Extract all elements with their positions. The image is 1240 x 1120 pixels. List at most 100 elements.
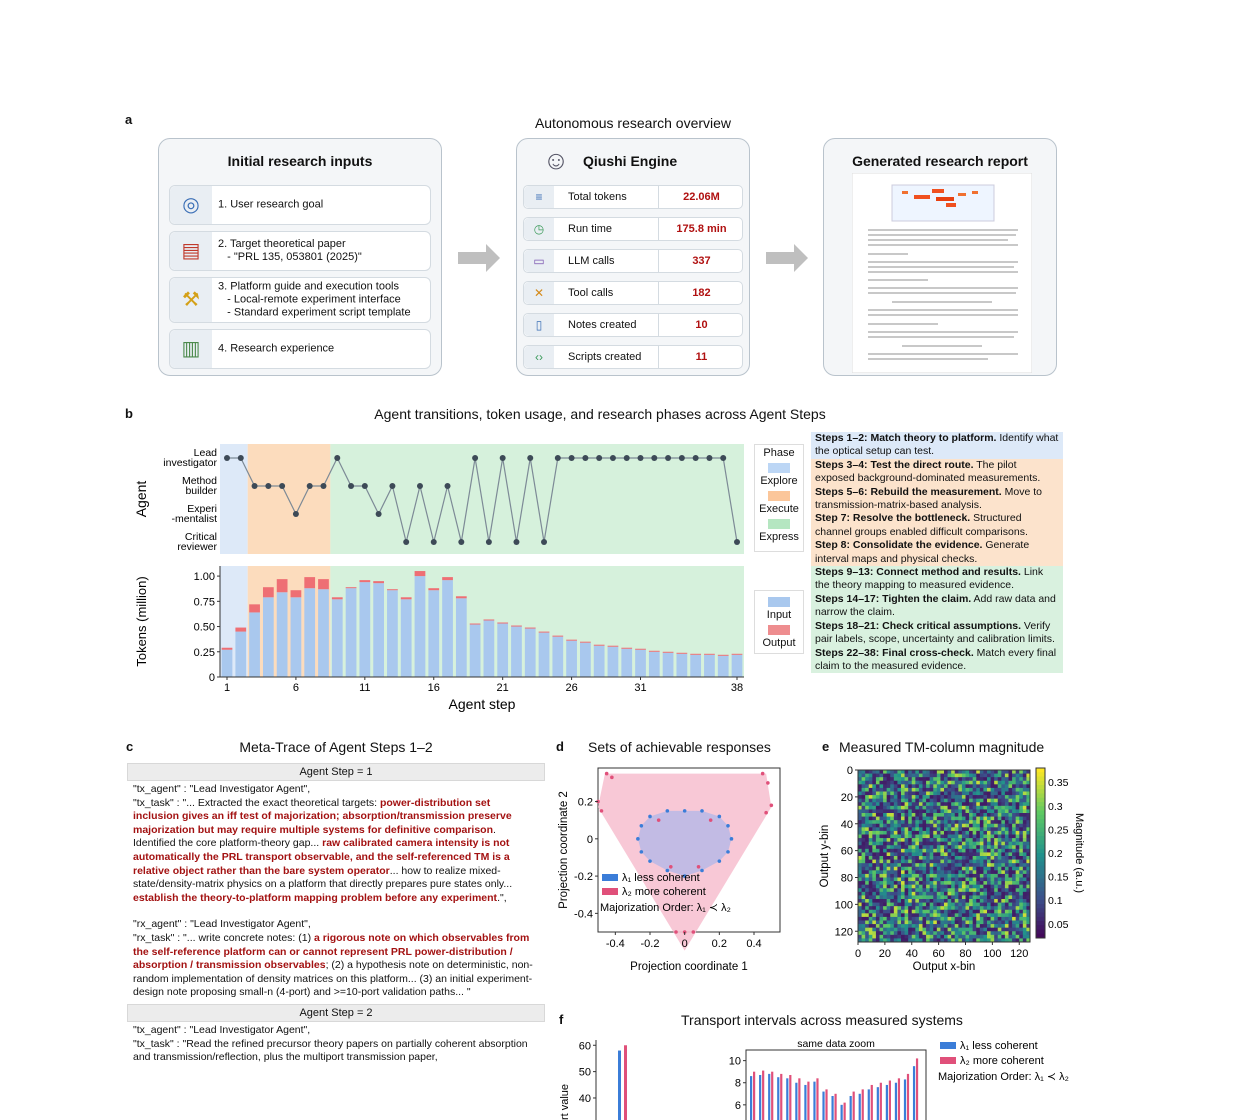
heatmap-cell (1008, 780, 1013, 785)
heatmap-cell (1015, 927, 1020, 932)
heatmap-cell (997, 927, 1002, 932)
heatmap-cell (1008, 784, 1013, 789)
heatmap-cell (872, 773, 877, 778)
heatmap-cell (858, 870, 862, 875)
data-point-more-coherent (604, 771, 609, 776)
heatmap-cell (1026, 859, 1031, 864)
heatmap-cell (983, 924, 988, 929)
heatmap-cell (897, 924, 902, 929)
heatmap-cell (979, 820, 984, 825)
heatmap-cell (904, 913, 909, 918)
heatmap-cell (908, 852, 913, 857)
agent-point (403, 539, 410, 545)
heatmap-cell (922, 920, 927, 925)
heatmap-cell (961, 780, 966, 785)
heatmap-cell (1012, 852, 1017, 857)
heatmap-cell (936, 809, 941, 814)
heatmap-cell (954, 838, 959, 843)
inset-bar-more-coherent (915, 1058, 919, 1120)
heatmap-cell (879, 899, 884, 903)
heatmap-cell (1001, 827, 1006, 832)
agent-point (224, 455, 230, 461)
heatmap-cell (954, 845, 959, 850)
heatmap-cell (1004, 773, 1009, 778)
heatmap-cell (954, 909, 959, 914)
heatmap-cell (983, 805, 988, 810)
heatmap-cell (915, 856, 920, 860)
heatmap-cell (947, 888, 952, 893)
output-token-bar (359, 580, 371, 583)
heatmap-cell (908, 805, 913, 810)
heatmap-cell (872, 823, 877, 828)
heatmap-cell (972, 916, 977, 921)
heatmap-cell (997, 863, 1002, 868)
heatmap-cell (965, 863, 970, 868)
heatmap-cell (1008, 856, 1013, 860)
heatmap-cell (972, 770, 977, 774)
heatmap-cell (890, 791, 895, 796)
metric-value: 182 (658, 282, 744, 304)
heatmap-cell (1019, 820, 1024, 825)
heatmap-cell (933, 813, 938, 817)
heatmap-cell (969, 931, 974, 936)
heatmap-cell (904, 798, 909, 803)
heatmap-cell (908, 938, 913, 943)
heatmap-cell (969, 913, 974, 918)
heatmap-cell (990, 924, 995, 929)
input-token-bar (676, 653, 688, 677)
heatmap-cell (929, 784, 934, 789)
heatmap-cell (954, 866, 959, 871)
heatmap-cell (944, 863, 948, 868)
heatmap-cell (890, 816, 895, 821)
heatmap-cell (918, 938, 923, 943)
heatmap-cell (893, 827, 898, 832)
heatmap-cell (965, 888, 970, 893)
heatmap-cell (987, 770, 991, 774)
heatmap-cell (979, 920, 984, 925)
input-token-bar (607, 646, 619, 677)
heatmap-cell (947, 934, 952, 939)
heatmap-cell (1022, 938, 1027, 943)
heatmap-cell (958, 791, 963, 796)
heatmap-cell (936, 891, 941, 896)
heatmap-cell (987, 834, 991, 839)
heatmap-cell (969, 798, 974, 803)
heatmap-cell (915, 934, 920, 939)
heatmap-cell (879, 891, 884, 896)
heatmap-cell (1004, 884, 1009, 889)
heatmap-cell (987, 916, 991, 921)
heatmap-cell (933, 773, 938, 778)
heatmap-cell (872, 920, 877, 925)
heatmap-cell (958, 777, 963, 782)
heatmap-cell (958, 909, 963, 914)
heatmap-cell (961, 795, 966, 800)
heatmap-cell (979, 934, 984, 939)
heatmap-cell (904, 895, 909, 900)
heatmap-cell (958, 895, 963, 900)
trace-text: .", (497, 891, 507, 904)
heatmap-cell (951, 770, 956, 774)
heatmap-cell (1022, 927, 1027, 932)
panel-label-d: d (556, 739, 564, 754)
heatmap-cell (936, 845, 941, 850)
heatmap-cell (1022, 784, 1027, 789)
x-tick-label: 60 (933, 948, 945, 960)
heatmap-cell (1012, 845, 1017, 850)
heatmap-cell (879, 866, 884, 871)
heatmap-cell (1012, 863, 1017, 868)
heatmap-cell (1004, 920, 1009, 925)
heatmap-cell (954, 924, 959, 929)
step-detail: The pilot exposed background-dominated m… (815, 458, 1041, 485)
heatmap-cell (897, 870, 902, 875)
heatmap-cell (858, 777, 862, 782)
highlighted-text: raw calibrated camera intensity is not a… (133, 837, 510, 877)
heatmap-cell (947, 777, 952, 782)
colorbar-segment (1036, 802, 1045, 807)
heatmap-cell (861, 823, 866, 828)
heatmap-cell (933, 888, 938, 893)
heatmap-cell (972, 791, 977, 796)
heatmap-cell (858, 848, 862, 853)
heatmap-cell (940, 884, 945, 889)
heatmap-cell (972, 784, 977, 789)
heatmap-cell (954, 834, 959, 839)
